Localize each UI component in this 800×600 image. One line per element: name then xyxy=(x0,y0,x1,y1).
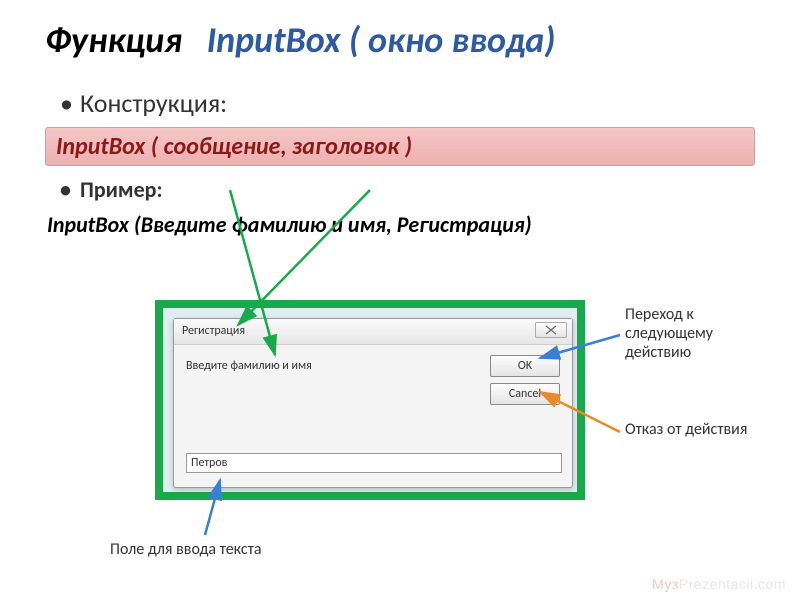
title-prefix: Функция xyxy=(45,18,182,62)
annot-next-action: Переход к следующему действию xyxy=(625,305,775,363)
example-call: InputBox (Введите фамилию и имя, Регистр… xyxy=(47,211,755,238)
dialog-prompt: Введите фамилию и имя xyxy=(186,359,312,373)
watermark: МузPrezentacii.com xyxy=(652,576,786,592)
slide-title: Функция InputBox ( окно ввода) xyxy=(45,18,755,62)
bullet-example: Пример: xyxy=(60,176,755,203)
close-button[interactable] xyxy=(535,322,567,338)
ok-button[interactable]: OK xyxy=(490,355,560,377)
bullet-construction: Конструкция: xyxy=(60,87,755,119)
text-input[interactable]: Петров xyxy=(186,453,562,473)
title-main: InputBox ( окно ввода) xyxy=(207,18,556,62)
annot-cancel-action: Отказ от действия xyxy=(625,420,775,439)
syntax-box: InputBox ( сообщение, заголовок ) xyxy=(45,127,755,166)
screenshot-frame: Регистрация Введите фамилию и имя OK Can… xyxy=(155,300,585,500)
dialog-title-text: Регистрация xyxy=(182,324,245,338)
inputbox-dialog: Регистрация Введите фамилию и имя OK Can… xyxy=(173,318,573,488)
watermark-right: Prezentacii.com xyxy=(679,576,786,592)
dialog-titlebar: Регистрация xyxy=(174,319,572,345)
cancel-button[interactable]: Cancel xyxy=(490,383,560,405)
close-icon xyxy=(544,325,558,335)
annot-input-field: Поле для ввода текста xyxy=(110,540,360,559)
watermark-left: Муз xyxy=(652,576,679,592)
